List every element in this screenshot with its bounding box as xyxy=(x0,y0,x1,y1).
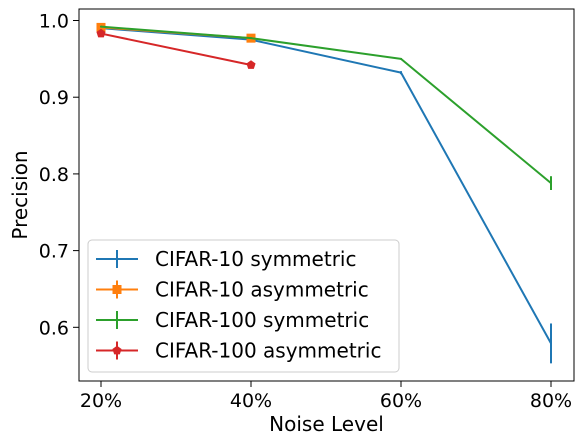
legend-entry-cifar-100-asymmetric: CIFAR-100 asymmetric xyxy=(96,339,381,363)
y-tick-label: 0.6 xyxy=(39,317,69,339)
x-tick-label: 20% xyxy=(80,390,122,412)
legend-label: CIFAR-100 symmetric xyxy=(155,308,369,332)
data-point-cifar-100-symmetric xyxy=(100,25,102,28)
plot-area xyxy=(96,22,552,364)
series-line-cifar-100-asymmetric xyxy=(100,32,252,66)
y-tick-label: 1.0 xyxy=(39,11,69,33)
series-cifar-100-symmetric xyxy=(100,25,552,191)
y-axis-label: Precision xyxy=(8,150,32,239)
legend-box xyxy=(87,239,400,373)
legend-swatch-marker xyxy=(112,345,122,355)
y-axis-ticks: 0.6 0.7 0.8 0.9 1.0 xyxy=(39,11,79,339)
data-point-cifar-100-symmetric xyxy=(250,37,252,40)
data-point-cifar-100-symmetric xyxy=(550,182,552,185)
x-tick-label: 80% xyxy=(530,390,572,412)
x-axis-ticks: 20% 40% 60% 80% xyxy=(80,381,572,412)
series-cifar-100-asymmetric xyxy=(96,28,256,69)
y-tick-label: 0.8 xyxy=(39,164,69,186)
legend: CIFAR-10 symmetric CIFAR-10 asymmetric CIF… xyxy=(87,239,400,373)
data-point-cifar-10-symmetric xyxy=(550,342,552,345)
data-point-cifar-10-symmetric xyxy=(400,71,402,74)
series-line-cifar-10-symmetric xyxy=(100,27,552,344)
data-point-cifar-100-asymmetric xyxy=(246,60,256,69)
legend-entry-cifar-10-asymmetric: CIFAR-10 asymmetric xyxy=(96,278,369,302)
y-tick-label: 0.9 xyxy=(39,87,69,109)
x-tick-label: 40% xyxy=(230,390,272,412)
legend-label: CIFAR-100 asymmetric xyxy=(155,339,381,363)
x-tick-label: 60% xyxy=(380,390,422,412)
series-line-cifar-100-symmetric xyxy=(100,25,552,184)
legend-label: CIFAR-10 asymmetric xyxy=(155,278,369,302)
axes-frame xyxy=(78,8,575,382)
x-axis-label: Noise Level xyxy=(269,412,384,436)
legend-label: CIFAR-10 symmetric xyxy=(155,247,356,271)
y-tick-label: 0.7 xyxy=(39,241,69,263)
legend-entry-cifar-10-symmetric: CIFAR-10 symmetric xyxy=(96,247,356,271)
data-point-cifar-100-asymmetric xyxy=(96,28,106,38)
data-point-cifar-100-symmetric xyxy=(400,57,402,60)
legend-swatch-marker xyxy=(112,285,122,294)
legend-entry-cifar-100-symmetric: CIFAR-100 symmetric xyxy=(96,308,369,332)
